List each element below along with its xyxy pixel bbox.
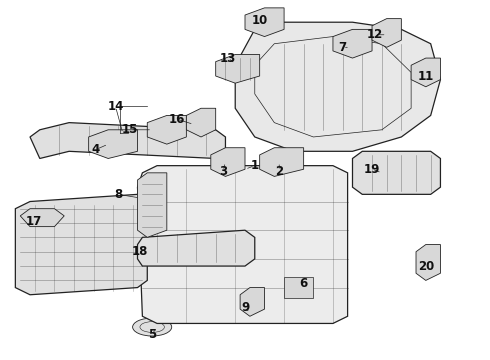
Polygon shape [89,130,138,158]
Text: 2: 2 [275,165,283,177]
Polygon shape [372,19,401,47]
Polygon shape [15,194,147,295]
Polygon shape [147,116,186,144]
Text: 18: 18 [132,245,148,258]
Polygon shape [138,230,255,266]
Text: 12: 12 [367,28,383,41]
Text: 7: 7 [339,41,347,54]
Text: 1: 1 [251,159,259,172]
Text: 19: 19 [364,163,380,176]
Text: 17: 17 [26,215,42,228]
Polygon shape [235,22,441,151]
Polygon shape [240,288,265,316]
Text: 6: 6 [299,278,308,291]
Text: 15: 15 [122,123,138,136]
Ellipse shape [133,318,172,336]
Polygon shape [416,244,441,280]
Text: 3: 3 [219,165,227,177]
Polygon shape [138,166,347,323]
Polygon shape [352,151,441,194]
Text: 10: 10 [251,14,268,27]
Text: 8: 8 [114,188,122,201]
Text: 5: 5 [148,328,156,341]
Text: 16: 16 [169,113,185,126]
Polygon shape [260,148,304,176]
Text: 20: 20 [417,260,434,273]
Polygon shape [411,58,441,87]
Polygon shape [245,8,284,37]
Text: 14: 14 [107,100,123,113]
Polygon shape [284,277,314,298]
Text: 9: 9 [241,301,249,314]
Polygon shape [20,209,64,226]
Text: 4: 4 [92,143,100,156]
Polygon shape [138,173,167,237]
Text: 11: 11 [417,69,434,82]
Polygon shape [186,108,216,137]
Polygon shape [211,148,245,176]
Polygon shape [333,30,372,58]
FancyBboxPatch shape [291,278,326,297]
Polygon shape [30,123,225,158]
Polygon shape [216,54,260,83]
Text: 13: 13 [220,51,236,64]
